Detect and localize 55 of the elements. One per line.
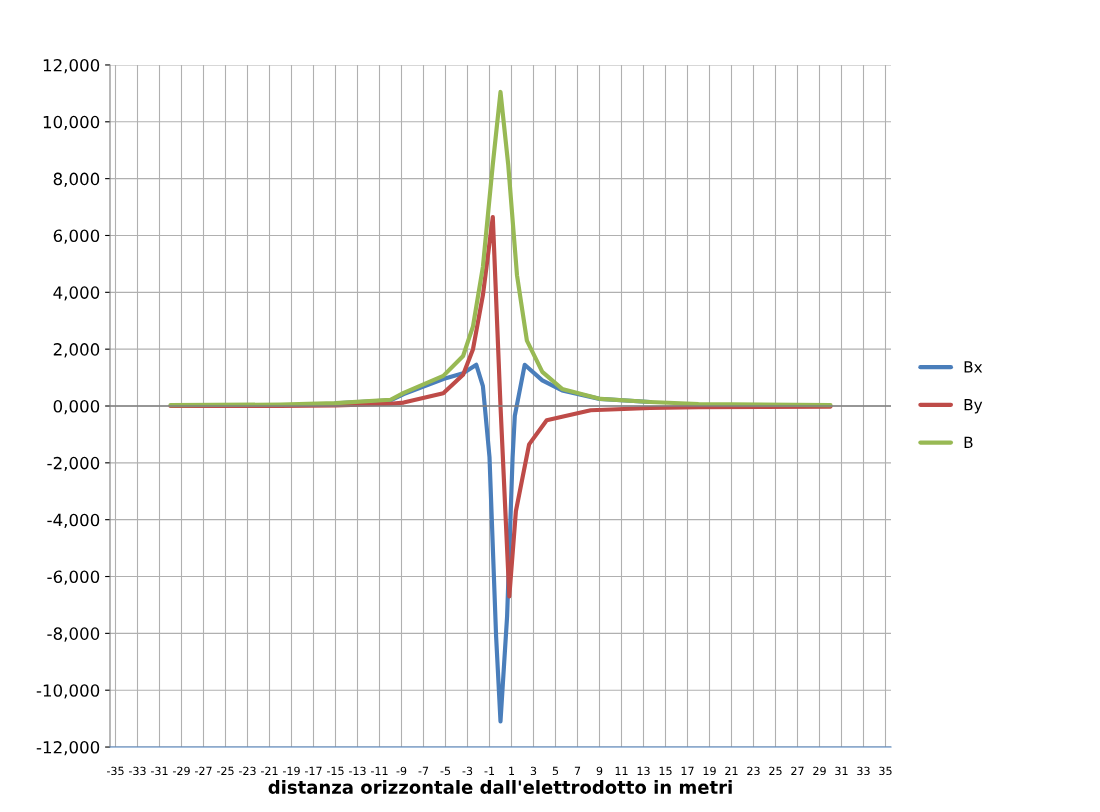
x-tick-label: 1 xyxy=(509,766,515,775)
y-tick-label: 2,000 xyxy=(53,343,100,358)
y-tick-label: -4,000 xyxy=(47,513,100,528)
y-tick-label: 4,000 xyxy=(53,286,100,301)
x-tick-label: -27 xyxy=(194,766,212,775)
x-tick-label: -7 xyxy=(418,766,429,775)
x-tick-label: 25 xyxy=(769,766,782,776)
x-tick-label: -35 xyxy=(106,766,124,776)
x-tick-label: 15 xyxy=(659,766,672,776)
x-tick-label: 9 xyxy=(596,766,603,776)
y-tick-label: -8,000 xyxy=(47,627,100,642)
x-tick-label: -15 xyxy=(326,766,344,776)
x-tick-label: 13 xyxy=(637,766,650,776)
y-tick-label: -2,000 xyxy=(47,456,100,472)
x-tick-label: 3 xyxy=(530,766,537,776)
x-tick-label: -23 xyxy=(238,766,256,776)
legend-label: By xyxy=(964,399,983,414)
legend-label: Bx xyxy=(964,361,983,373)
x-tick-label: -3 xyxy=(462,766,473,776)
x-tick-label: 21 xyxy=(725,766,738,775)
x-tick-label: 23 xyxy=(747,766,760,776)
x-tick-label: -21 xyxy=(260,766,278,775)
x-tick-label: -5 xyxy=(440,766,451,776)
x-tick-label: -25 xyxy=(216,766,234,776)
x-tick-label: -19 xyxy=(282,766,300,776)
x-tick-label: 33 xyxy=(857,766,870,776)
y-tick-label: 8,000 xyxy=(53,172,100,187)
x-tick-label: -13 xyxy=(348,766,366,776)
x-tick-label: 17 xyxy=(681,766,694,775)
x-tick-label: 11 xyxy=(615,766,628,775)
x-tick-label: -31 xyxy=(150,766,168,776)
x-tick-label: 27 xyxy=(791,766,804,775)
y-tick-label: -12,000 xyxy=(36,741,100,756)
x-tick-label: -11 xyxy=(370,766,388,775)
x-tick-label: -29 xyxy=(172,766,190,776)
y-tick-label: 0,000 xyxy=(53,399,100,415)
line-series xyxy=(168,89,833,408)
y-tick-label: -6,000 xyxy=(47,570,100,585)
x-tick-label: 29 xyxy=(813,766,826,776)
y-tick-label: 10,000 xyxy=(43,115,100,131)
x-tick-label: -17 xyxy=(304,766,322,775)
x-tick-label: 31 xyxy=(835,766,848,776)
legend-label: B xyxy=(964,436,973,448)
y-tick-label: -10,000 xyxy=(36,684,100,699)
y-tick-label: 6,000 xyxy=(53,229,100,244)
line-series xyxy=(168,214,833,599)
x-tick-label: -9 xyxy=(396,766,407,776)
x-tick-label: 5 xyxy=(552,766,559,776)
x-tick-label: -1 xyxy=(484,766,495,775)
x-tick-label: 7 xyxy=(574,766,581,775)
x-tick-label: -33 xyxy=(128,766,146,776)
x-tick-label: 35 xyxy=(879,766,892,776)
y-tick-label: 12,000 xyxy=(43,58,100,74)
x-axis-title: distanza orizzontale dall'elettrodotto in metri xyxy=(268,780,732,794)
x-tick-label: 19 xyxy=(703,766,716,776)
